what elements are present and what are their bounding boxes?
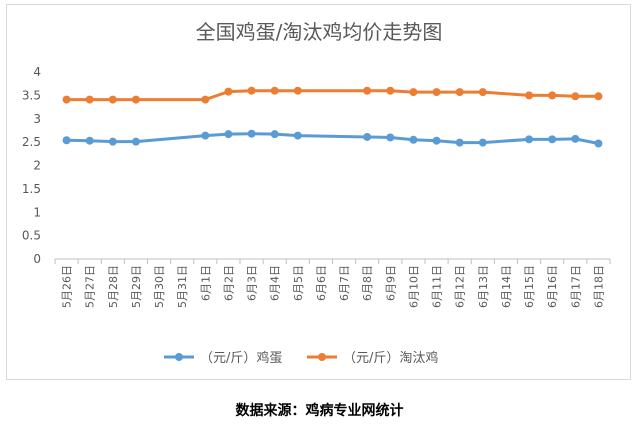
data-point [525,135,534,144]
y-tick-label: 4 [33,65,41,79]
legend-swatch-marker [175,353,183,361]
data-point [571,92,580,101]
data-point [131,95,140,104]
data-point [85,136,94,145]
y-tick-label: 1 [33,205,41,219]
series-layer [62,86,603,148]
data-point [62,95,71,104]
x-tick-label: 5月26日 [61,265,74,308]
x-tick-label: 6月10日 [407,265,420,308]
x-tick-label: 6月8日 [361,265,374,301]
x-tick-label: 5月28日 [107,265,120,308]
y-tick-label: 0.5 [22,229,41,243]
x-tick-label: 6月14日 [500,265,513,308]
x-tick-label: 6月16日 [546,265,559,308]
data-point [432,88,441,97]
x-tick-label: 6月12日 [454,265,467,308]
source-note: 数据来源：鸡病专业网统计 [235,403,404,419]
data-point [409,135,418,144]
y-tick-label: 2 [33,159,41,173]
y-tick-label: 3 [33,112,41,126]
y-axis: 0 0.5 1 1.5 2 2.5 3 3.5 4 [22,65,41,266]
x-tick-label: 6月2日 [222,265,235,301]
legend: （元/斤）鸡蛋 （元/斤）淘汰鸡 [164,350,438,366]
data-point [363,86,372,95]
x-tick-label: 6月11日 [431,265,444,308]
data-point [594,92,603,101]
data-point [270,130,279,139]
data-point [386,86,395,95]
data-point [108,95,117,104]
data-point [62,136,71,145]
data-point [409,88,418,97]
data-point [293,86,302,95]
y-tick-label: 3.5 [22,88,41,102]
x-tick-label: 6月13日 [477,265,490,308]
data-point [270,86,279,95]
y-tick-label: 0 [33,252,41,266]
data-point [386,133,395,142]
data-point [455,88,464,97]
legend-label: （元/斤）淘汰鸡 [343,350,438,366]
y-tick-label: 2.5 [22,135,41,149]
data-point [85,95,94,104]
data-point [548,135,557,144]
data-point [478,138,487,147]
x-tick-label: 6月9日 [384,265,397,301]
series-line [66,89,599,102]
data-point [247,129,256,138]
x-tick-label: 6月18日 [592,265,605,308]
x-tick-label: 5月27日 [84,265,97,308]
data-point [201,131,210,140]
data-point [201,95,210,104]
legend-label: （元/斤）鸡蛋 [200,350,282,366]
data-point [363,132,372,141]
x-axis: 5月26日 5月27日 5月28日 5月29日 5月30日 5月31日 6月1日 6月2日 6月… [54,258,611,308]
data-point [455,138,464,147]
line-chart: 全国鸡蛋/淘汰鸡均价走势图 00.511.522.533.54 5月26日 5月2… [22,20,611,366]
series-line [66,132,599,145]
data-point [293,131,302,140]
x-tick-label: 6月1日 [199,265,212,301]
data-point [548,91,557,100]
legend-item-0: （元/斤）鸡蛋 [164,350,282,366]
x-tick-label: 6月15日 [523,265,536,308]
x-tick-label: 6月6日 [315,265,328,301]
data-point [478,88,487,97]
series-1 [62,86,603,104]
data-point [224,87,233,96]
x-tick-label: 6月7日 [338,265,351,301]
x-tick-label: 6月5日 [292,265,305,301]
legend-swatch-marker [318,353,326,361]
series-0 [62,129,603,148]
data-point [247,86,256,95]
y-tick-label: 1.5 [22,182,41,196]
data-point [571,134,580,143]
x-tick-label: 5月30日 [153,265,166,308]
x-tick-label: 5月29日 [130,265,143,308]
x-tick-label: 6月17日 [569,265,582,308]
data-point [432,136,441,145]
data-point [525,91,534,100]
x-tick-label: 6月3日 [246,265,259,301]
data-point [594,139,603,148]
chart-title: 全国鸡蛋/淘汰鸡均价走势图 [196,20,443,44]
x-tick-label: 6月4日 [269,265,282,301]
legend-item-1: （元/斤）淘汰鸡 [307,350,438,366]
data-point [108,137,117,146]
chart-frame: 全国鸡蛋/淘汰鸡均价走势图 0 0.5 1 1.5 2 2.5 3 3.5 4 5月26日 5月2… [6,4,631,380]
data-point [131,137,140,146]
x-tick-label: 5月31日 [176,265,189,308]
data-point [224,130,233,139]
